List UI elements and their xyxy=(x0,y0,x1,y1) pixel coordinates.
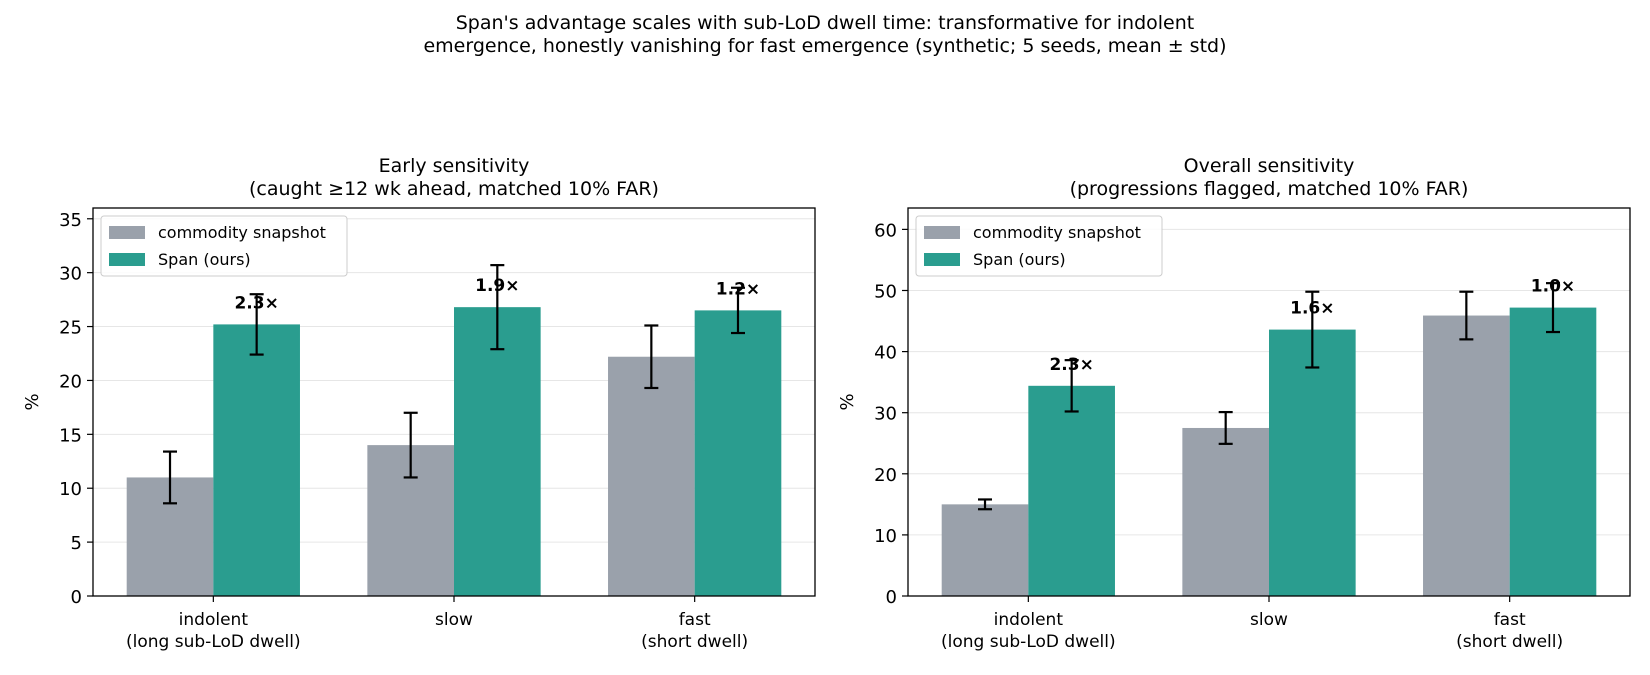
bar-span-0 xyxy=(1028,385,1115,596)
error-bar-commodity-1 xyxy=(1218,410,1233,445)
panel-overall-sensitivity: 2.3× 1.6× 1.0× 0 10 20 30 40 50 60 indolent(long s… xyxy=(837,155,1631,652)
legend-label-0: commodity snapshot xyxy=(973,223,1141,242)
error-bar-commodity-2 xyxy=(644,324,659,390)
bar-commodity-1 xyxy=(1182,427,1269,596)
legend-label-0: commodity snapshot xyxy=(158,223,326,242)
error-bar-commodity-0 xyxy=(163,450,178,505)
bar-commodity-2 xyxy=(1423,315,1510,596)
legend: commodity snapshot Span (ours) xyxy=(100,215,348,277)
legend: commodity snapshot Span (ours) xyxy=(915,215,1163,277)
legend-box xyxy=(915,215,1163,277)
legend-swatch-1 xyxy=(109,253,145,266)
y-tick-label: 30 xyxy=(59,264,82,285)
y-tick-label: 10 xyxy=(874,526,897,547)
ratio-label-2: 1.2× xyxy=(716,279,760,299)
y-tick-label: 0 xyxy=(71,587,82,608)
chart-subtitle: (caught ≥12 wk ahead, matched 10% FAR) xyxy=(249,178,659,200)
legend-swatch-1 xyxy=(924,253,960,266)
y-tick-label: 30 xyxy=(874,404,897,425)
chart-title: Early sensitivity xyxy=(379,155,530,177)
bar-commodity-0 xyxy=(941,504,1029,596)
bar-span-2 xyxy=(694,310,782,596)
figure-suptitle-line2: emergence, honestly vanishing for fast e… xyxy=(423,35,1226,57)
error-bar-span-0 xyxy=(1064,359,1079,413)
y-tick-label: 10 xyxy=(59,479,82,500)
x-tick-label: slow xyxy=(435,610,473,630)
ratio-label-2: 1.0× xyxy=(1531,277,1575,297)
bar-span-1 xyxy=(1269,329,1356,596)
y-tick-label: 60 xyxy=(874,220,897,241)
figure-suptitle-line1: Span's advantage scales with sub-LoD dwe… xyxy=(456,12,1195,34)
y-tick-label: 40 xyxy=(874,343,897,364)
chart-title: Overall sensitivity xyxy=(1184,155,1355,177)
ratio-label-0: 2.3× xyxy=(234,293,278,313)
error-bar-commodity-1 xyxy=(403,411,418,479)
x-tick-sublabel: (long sub-LoD dwell) xyxy=(126,632,301,652)
y-tick-label: 20 xyxy=(59,371,82,392)
x-tick-sublabel: (short dwell) xyxy=(641,632,748,652)
error-bar-span-1 xyxy=(490,264,505,351)
y-axis-label: % xyxy=(22,393,43,410)
y-axis-label: % xyxy=(837,393,858,410)
x-tick-sublabel: (long sub-LoD dwell) xyxy=(941,632,1116,652)
error-bar-span-1 xyxy=(1305,290,1320,369)
x-tick-label: slow xyxy=(1250,610,1288,630)
y-tick-label: 35 xyxy=(59,210,82,231)
y-tick-label: 5 xyxy=(71,533,82,554)
legend-swatch-0 xyxy=(109,226,145,239)
x-tick-label: indolent xyxy=(994,610,1064,630)
bar-commodity-2 xyxy=(608,356,695,596)
chart-subtitle: (progressions flagged, matched 10% FAR) xyxy=(1070,178,1469,200)
y-tick-label: 25 xyxy=(59,318,82,339)
legend-box xyxy=(100,215,348,277)
bar-span-0 xyxy=(213,324,300,596)
x-tick-label: indolent xyxy=(179,610,249,630)
ratio-label-0: 2.3× xyxy=(1049,355,1093,375)
y-tick-label: 15 xyxy=(59,425,82,446)
legend-label-1: Span (ours) xyxy=(973,250,1066,269)
x-tick-label: fast xyxy=(679,610,711,630)
error-bar-span-2 xyxy=(730,286,745,335)
ratio-label-1: 1.6× xyxy=(1290,299,1334,319)
ratio-label-1: 1.9× xyxy=(475,276,519,296)
error-bar-span-2 xyxy=(1545,282,1560,334)
y-tick-label: 50 xyxy=(874,281,897,302)
error-bar-span-0 xyxy=(249,293,264,356)
bar-span-1 xyxy=(454,307,541,596)
error-bar-commodity-2 xyxy=(1459,290,1474,341)
x-tick-label: fast xyxy=(1494,610,1526,630)
panel-early-sensitivity: 2.3× 1.9× 1.2× 0 5 10 15 20 25 30 35 indolent(long … xyxy=(22,155,816,652)
y-tick-label: 0 xyxy=(886,587,897,608)
x-tick-sublabel: (short dwell) xyxy=(1456,632,1563,652)
bar-span-2 xyxy=(1509,307,1597,596)
error-bar-commodity-0 xyxy=(978,498,993,511)
legend-swatch-0 xyxy=(924,226,960,239)
y-tick-label: 20 xyxy=(874,465,897,486)
legend-label-1: Span (ours) xyxy=(158,250,251,269)
